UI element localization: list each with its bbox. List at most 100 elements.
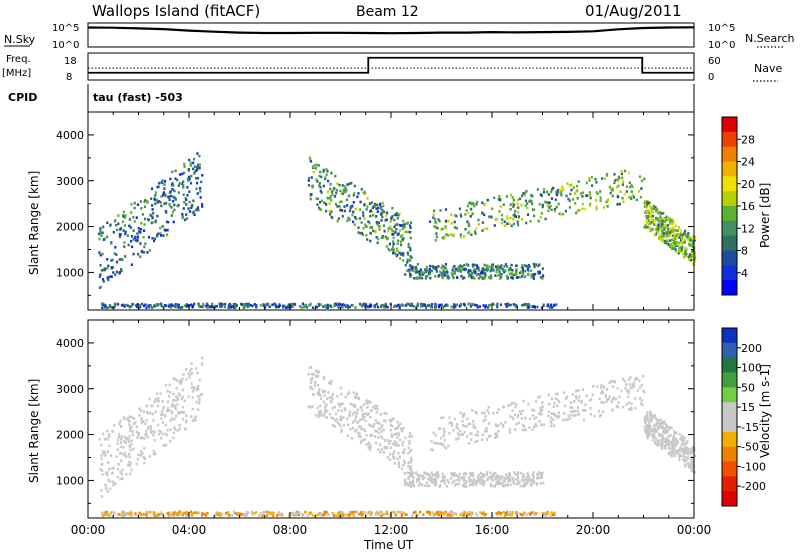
scatter-cell [189, 161, 192, 165]
scatter-cell [536, 305, 539, 309]
scatter-cell [365, 443, 368, 446]
scatter-cell [600, 392, 603, 395]
scatter-cell [351, 426, 354, 430]
scatter-cell [178, 424, 181, 427]
scatter-cell [426, 510, 429, 514]
scatter-cell [340, 418, 343, 422]
scatter-cell [371, 206, 374, 210]
scatter-cell [391, 245, 395, 249]
scatter-cell [157, 200, 161, 203]
scatter-cell [145, 303, 148, 306]
site-title: Wallops Island (fitACF) [92, 2, 260, 20]
scatter-cell [233, 303, 236, 306]
scatter-cell [175, 387, 178, 390]
scatter-cell [331, 193, 334, 196]
scatter-cell [542, 191, 545, 194]
scatter-cell [325, 203, 328, 206]
scatter-cell [596, 385, 599, 388]
scatter-cell [666, 443, 669, 447]
scatter-cell [523, 484, 526, 488]
scatter-cell [168, 409, 171, 412]
scatter-cell [442, 512, 445, 516]
scatter-cell [526, 475, 529, 478]
scatter-cell [154, 410, 157, 414]
scatter-cell [487, 306, 490, 309]
scatter-cell [148, 397, 151, 401]
colorbar-block [722, 402, 737, 418]
scatter-cell [689, 254, 692, 258]
scatter-cell [691, 457, 695, 461]
scatter-cell [464, 481, 467, 485]
scatter-cell [688, 258, 691, 261]
scatter-cell [657, 419, 660, 422]
scatter-cell [604, 395, 607, 398]
scatter-cell [520, 417, 523, 420]
scatter-cell [107, 461, 110, 464]
scatter-cell [378, 513, 381, 516]
scatter-cell [550, 511, 553, 514]
scatter-cell [640, 187, 643, 190]
scatter-cell [119, 233, 122, 236]
scatter-cell [353, 411, 356, 414]
scatter-cell [509, 415, 512, 418]
scatter-cell [132, 422, 135, 425]
scatter-cell [672, 243, 675, 246]
scatter-cell [167, 514, 171, 518]
y-tick-label: 1000 [56, 474, 84, 487]
scatter-cell [123, 245, 126, 248]
scatter-cell [323, 510, 326, 514]
scatter-cell [192, 161, 195, 165]
scatter-cell [200, 180, 203, 184]
velocity-scatter-cells [98, 356, 697, 518]
scatter-cell [187, 207, 190, 210]
scatter-cell [408, 467, 412, 470]
scatter-cell [530, 200, 533, 203]
scatter-cell [126, 234, 129, 237]
scatter-cell [691, 463, 694, 467]
scatter-cell [487, 411, 491, 415]
scatter-cell [100, 231, 103, 234]
scatter-cell [196, 163, 200, 167]
scatter-cell [106, 258, 109, 261]
scatter-cell [553, 401, 556, 405]
scatter-cell [404, 273, 407, 276]
scatter-cell [489, 274, 493, 277]
scatter-cell [521, 479, 524, 482]
scatter-cell [661, 230, 664, 233]
scatter-cell [421, 276, 424, 280]
scatter-cell [634, 406, 637, 410]
scatter-cell [326, 306, 329, 309]
scatter-cell [577, 412, 580, 416]
scatter-cell [639, 195, 642, 199]
scatter-cell [386, 211, 389, 215]
scatter-cell [407, 451, 410, 455]
scatter-cell [598, 397, 601, 401]
scatter-cell [172, 195, 175, 199]
scatter-cell [128, 426, 131, 430]
scatter-cell [636, 377, 639, 380]
scatter-cell [349, 512, 352, 516]
scatter-cell [441, 472, 444, 476]
scatter-cell [393, 443, 396, 446]
scatter-cell [103, 513, 106, 517]
scatter-cell [333, 187, 336, 190]
scatter-cell [309, 197, 312, 201]
scatter-cell [338, 423, 341, 426]
scatter-cell [648, 205, 651, 208]
scatter-cell [673, 240, 676, 243]
scatter-cell [547, 209, 550, 213]
scatter-cell [368, 510, 371, 514]
scatter-cell [330, 190, 334, 194]
scatter-cell [257, 514, 261, 517]
scatter-cell [645, 214, 648, 218]
scatter-cell [676, 440, 679, 444]
scatter-cell [412, 277, 416, 280]
scatter-cell [367, 305, 370, 309]
scatter-cell [535, 424, 538, 428]
scatter-cell [390, 227, 393, 231]
scatter-cell [403, 448, 406, 451]
colorbar-block [722, 431, 737, 448]
scatter-cell [352, 514, 355, 517]
scatter-cell [581, 191, 585, 194]
